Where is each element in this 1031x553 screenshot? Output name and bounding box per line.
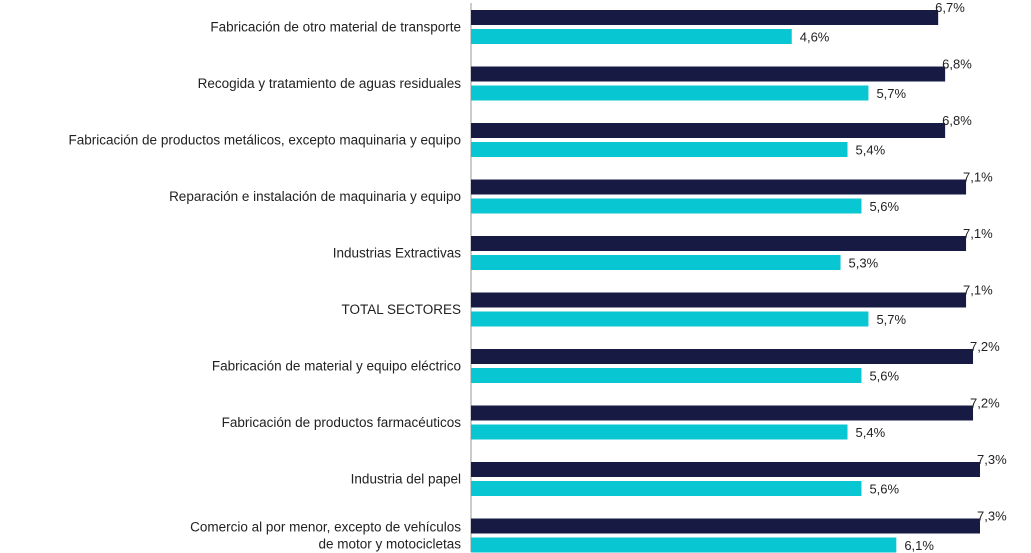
bar-series-1	[471, 66, 946, 82]
category-label: Comercio al por menor, excepto de vehícu…	[190, 520, 461, 535]
bar-series-1	[471, 179, 967, 195]
category-label: Fabricación de otro material de transpor…	[210, 20, 461, 35]
bar-series-1	[471, 405, 974, 421]
data-label: 5,6%	[869, 369, 899, 384]
data-label: 7,3%	[977, 452, 1007, 467]
category-label: TOTAL SECTORES	[341, 302, 461, 317]
data-label: 6,1%	[904, 538, 934, 553]
chart-marks: Fabricación de otro material de transpor…	[69, 0, 1008, 553]
data-label: 7,1%	[963, 226, 993, 241]
data-label: 7,2%	[970, 396, 1000, 411]
category-label: Industrias Extractivas	[333, 246, 462, 261]
data-label: 5,6%	[869, 199, 899, 214]
data-label: 6,7%	[935, 0, 965, 15]
data-label: 7,2%	[970, 339, 1000, 354]
category-label: Reparación e instalación de maquinaria y…	[169, 189, 461, 204]
category-label: Industria del papel	[351, 472, 461, 487]
bar-series-2	[471, 368, 862, 383]
category-label: Fabricación de productos farmacéuticos	[222, 415, 462, 430]
bar-series-2	[471, 29, 792, 44]
data-label: 7,3%	[977, 509, 1007, 524]
data-label: 7,1%	[963, 170, 993, 185]
data-label: 5,7%	[876, 86, 906, 101]
bar-series-1	[471, 462, 980, 477]
data-label: 4,6%	[800, 30, 830, 45]
bar-series-1	[471, 518, 980, 534]
category-label: Recogida y tratamiento de aguas residual…	[198, 76, 462, 91]
data-label: 5,4%	[856, 425, 886, 440]
category-label: Fabricación de material y equipo eléctri…	[212, 359, 461, 374]
bar-series-2	[471, 537, 897, 553]
data-label: 5,3%	[849, 256, 879, 271]
data-label: 5,7%	[876, 312, 906, 327]
bar-series-1	[471, 10, 939, 25]
bar-series-1	[471, 349, 974, 364]
bar-series-2	[471, 85, 869, 101]
bar-series-2	[471, 198, 862, 214]
bar-series-2	[471, 424, 848, 440]
data-label: 5,4%	[856, 143, 886, 158]
bar-series-2	[471, 311, 869, 327]
bar-series-1	[471, 123, 946, 138]
data-label: 7,1%	[963, 283, 993, 298]
category-label: de motor y motocicletas	[318, 537, 461, 552]
bar-series-1	[471, 292, 967, 308]
bar-series-2	[471, 481, 862, 496]
category-label: Fabricación de productos metálicos, exce…	[69, 133, 461, 148]
data-label: 6,8%	[942, 113, 972, 128]
bar-series-2	[471, 142, 848, 157]
data-label: 6,8%	[942, 57, 972, 72]
bar-series-1	[471, 236, 967, 251]
data-label: 5,6%	[869, 482, 899, 497]
bar-series-2	[471, 255, 841, 270]
